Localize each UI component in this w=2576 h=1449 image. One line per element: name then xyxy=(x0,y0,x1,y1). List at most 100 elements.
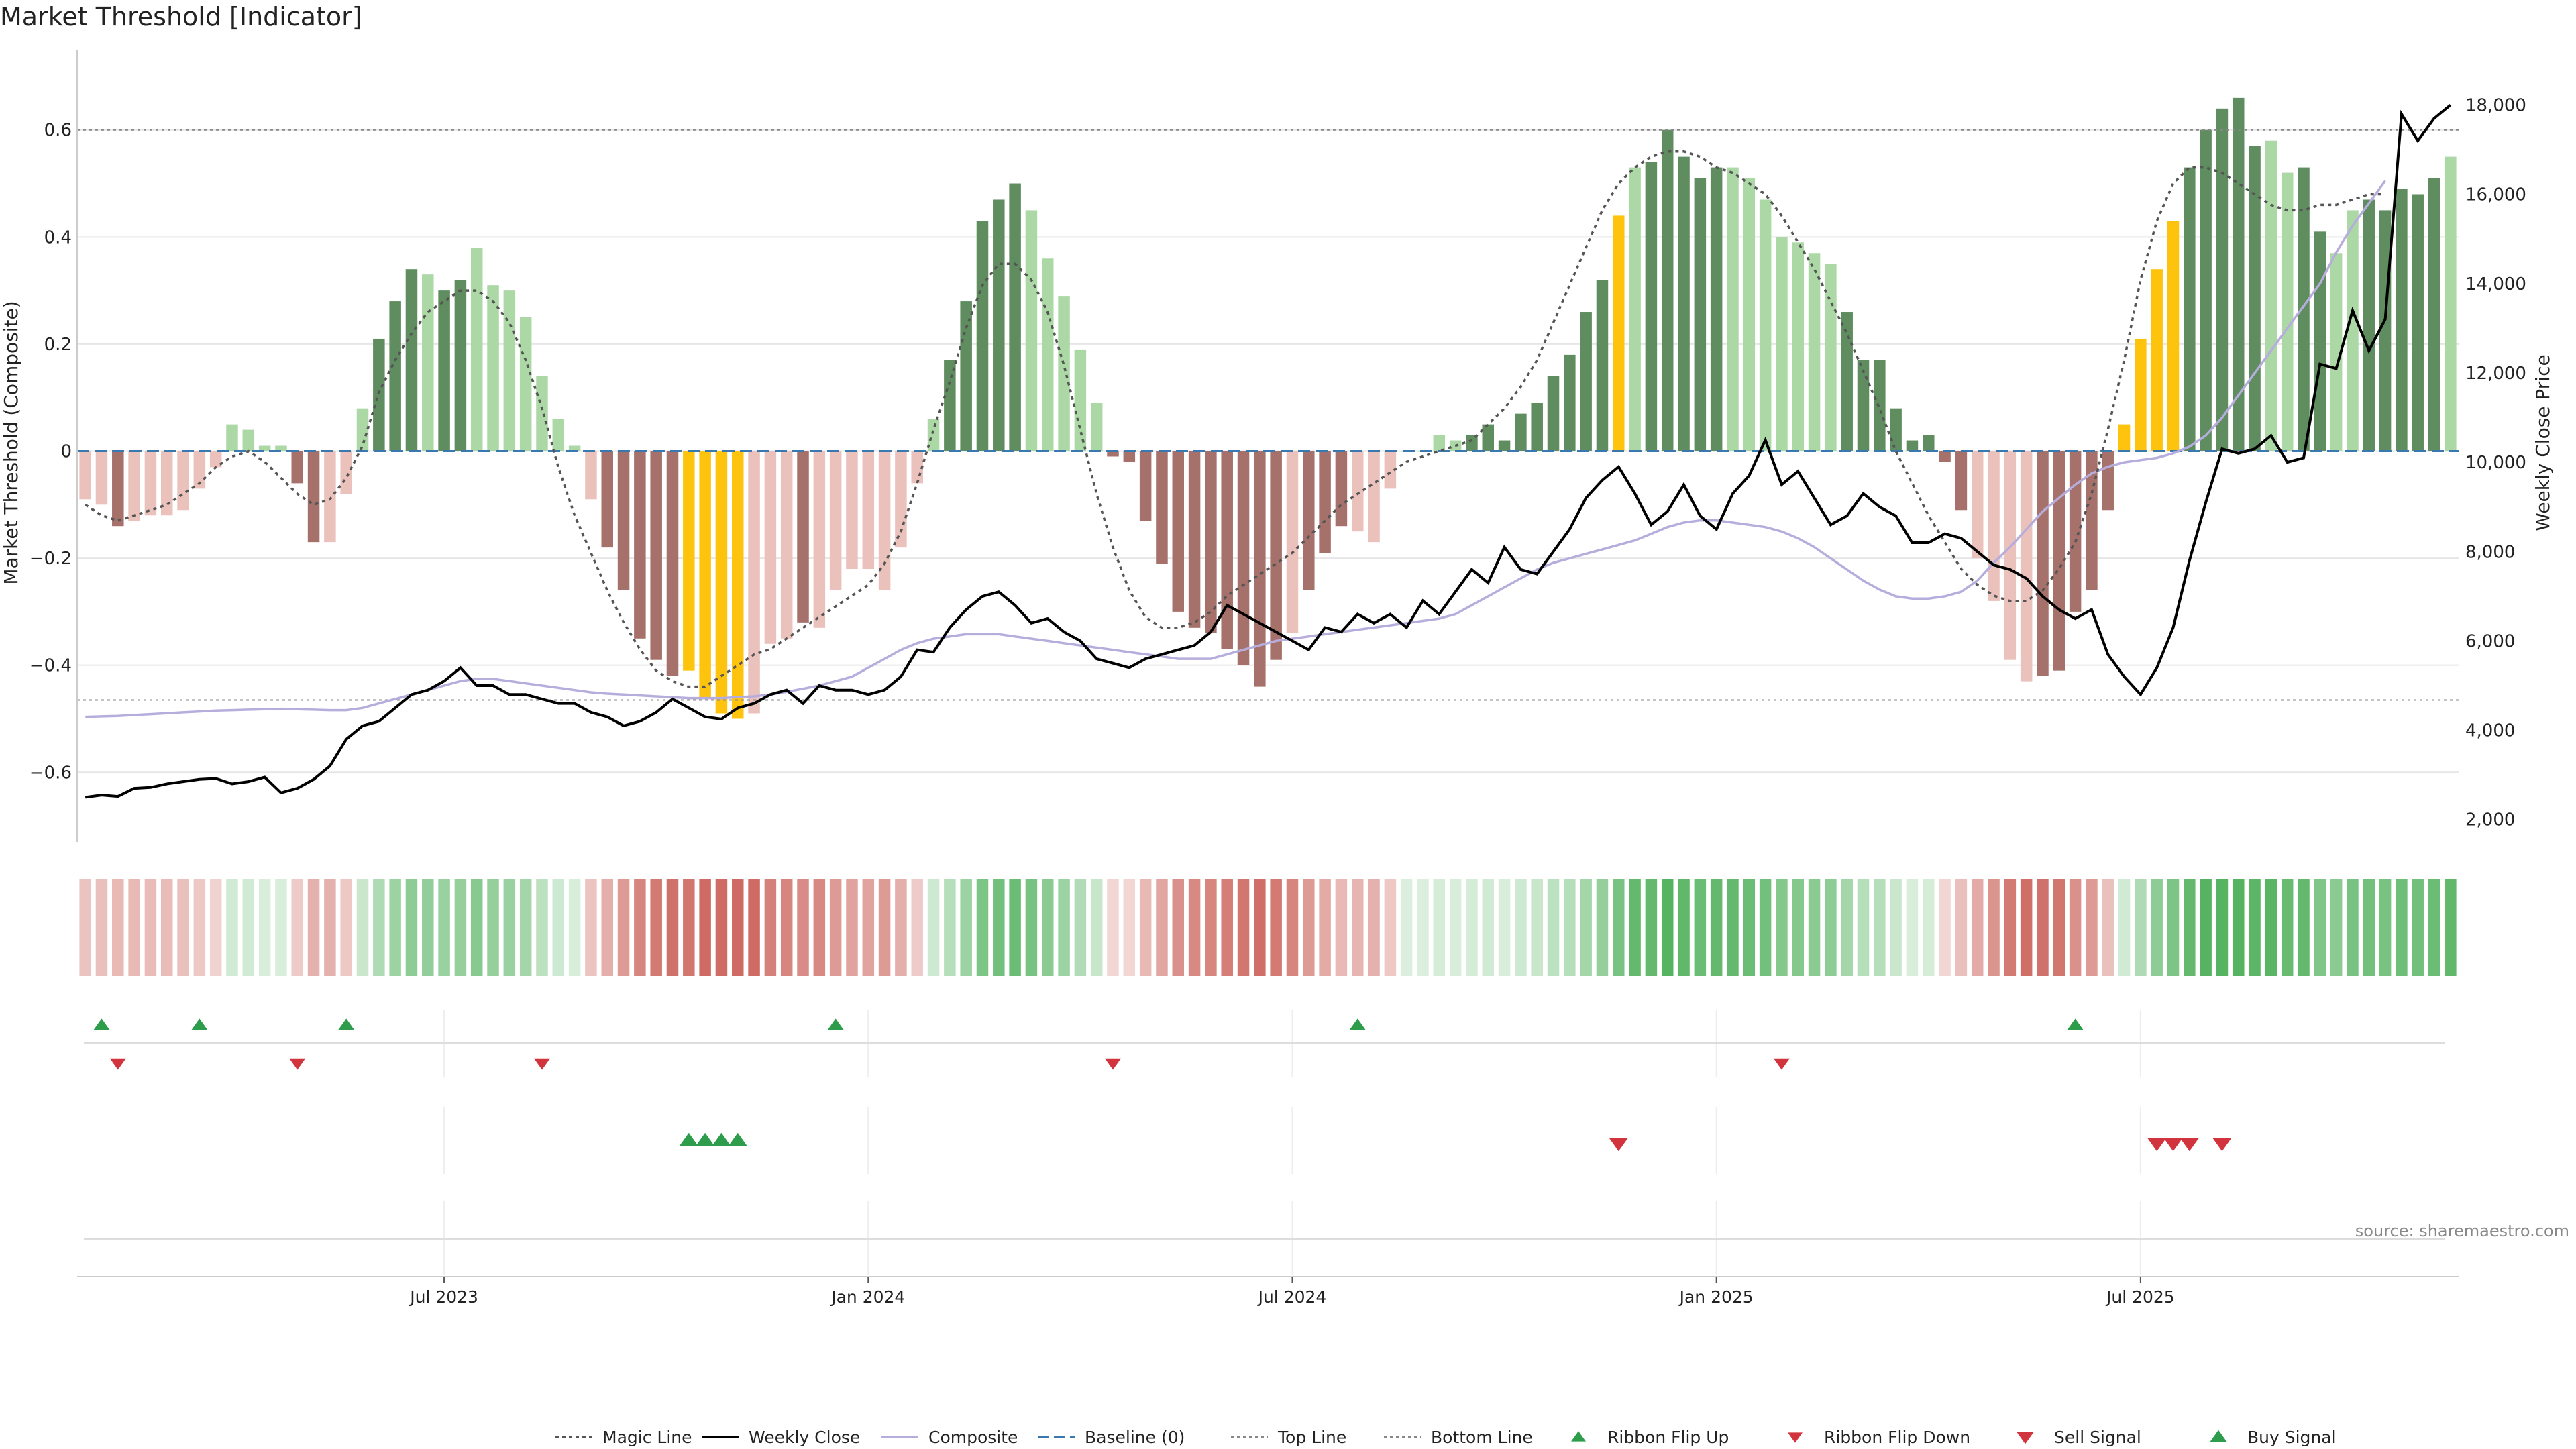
ribbon-cell xyxy=(617,879,630,976)
buy-signal-marker xyxy=(679,1132,698,1146)
composite-bar xyxy=(715,451,728,714)
ribbon-cell xyxy=(1335,879,1348,976)
x-tick-label: Jan 2024 xyxy=(830,1287,905,1307)
composite-bar xyxy=(79,451,91,500)
composite-bar xyxy=(177,451,189,511)
composite-bar xyxy=(862,451,875,570)
composite-bar xyxy=(1139,451,1152,521)
y2-tick-label: 4,000 xyxy=(2465,721,2515,741)
ribbon-cell xyxy=(878,879,891,976)
composite-bar xyxy=(1564,354,1576,451)
legend-swatch-marker xyxy=(1571,1431,1586,1442)
ribbon-cell xyxy=(585,879,597,976)
ribbon-cell xyxy=(1613,879,1625,976)
ribbon-cell xyxy=(470,879,483,976)
composite-bar xyxy=(340,451,352,494)
composite-bar xyxy=(275,445,287,451)
sell-signal-marker xyxy=(2163,1138,2183,1152)
composite-bar xyxy=(2232,97,2245,451)
sell-signal-marker xyxy=(2180,1138,2199,1152)
composite-bar xyxy=(2298,167,2310,451)
ribbon-cell xyxy=(1531,879,1543,976)
composite-bar xyxy=(1596,280,1609,451)
composite-bar xyxy=(960,301,972,451)
composite-bar xyxy=(650,451,662,660)
composite-bar xyxy=(1221,451,1233,649)
ribbon-cell xyxy=(2135,879,2147,976)
composite-bar xyxy=(1254,451,1266,687)
legend-item: Weekly Close xyxy=(702,1428,860,1447)
composite-bar xyxy=(1776,237,1788,451)
ribbon-cell xyxy=(829,879,842,976)
ribbon xyxy=(79,879,2457,976)
legend-item: Ribbon Flip Up xyxy=(1571,1428,1729,1447)
composite-bar xyxy=(2069,451,2082,612)
composite-bar xyxy=(1172,451,1185,612)
composite-bar xyxy=(503,290,516,451)
composite-bar xyxy=(1090,402,1103,451)
composite-bar xyxy=(927,419,940,451)
ribbon-cell xyxy=(1645,879,1658,976)
ribbon-cell xyxy=(780,879,793,976)
legend-item: Ribbon Flip Down xyxy=(1788,1428,1970,1447)
ribbon-cell xyxy=(422,879,434,976)
composite-bar xyxy=(2396,189,2408,451)
y2-tick-label: 10,000 xyxy=(2465,453,2526,473)
y2-tick-label: 2,000 xyxy=(2465,810,2515,830)
ribbon-cell xyxy=(993,879,1005,976)
ribbon-cell xyxy=(340,879,352,976)
composite-bar xyxy=(2347,210,2359,451)
legend-item: Top Line xyxy=(1231,1428,1346,1447)
buy-signal-marker xyxy=(696,1132,715,1146)
composite-bar xyxy=(1515,413,1527,451)
legend-swatch-marker xyxy=(2210,1430,2227,1442)
composite-bar xyxy=(2445,156,2457,451)
legend-swatch-marker xyxy=(1788,1432,1803,1443)
composite-bar xyxy=(160,451,173,516)
ribbon-cell xyxy=(634,879,646,976)
composite-bar xyxy=(2363,199,2375,451)
x-tick-label: Jul 2023 xyxy=(409,1287,478,1307)
sell-signal-marker xyxy=(2147,1138,2167,1152)
ribbon-cell xyxy=(1107,879,1119,976)
ribbon-cell xyxy=(2232,879,2245,976)
composite-bar xyxy=(1547,376,1560,451)
ribbon-cell xyxy=(2069,879,2082,976)
composite-bar xyxy=(2265,140,2277,451)
ribbon-cell xyxy=(454,879,467,976)
ribbon-flip-down-marker xyxy=(534,1058,550,1070)
composite-bar xyxy=(748,451,760,714)
ribbon-cell xyxy=(2037,879,2049,976)
composite-bar xyxy=(226,424,238,451)
composite-bar xyxy=(1678,156,1690,451)
ribbon-cell xyxy=(1303,879,1315,976)
composite-bar xyxy=(993,199,1005,451)
ribbon-cell xyxy=(193,879,206,976)
composite-bars xyxy=(79,97,2457,719)
weekly-close-line xyxy=(85,104,2452,799)
composite-bar xyxy=(95,451,108,505)
chart-title: Market Threshold [Indicator] xyxy=(0,2,362,32)
composite-bar xyxy=(356,408,369,451)
ribbon-flip-down-marker xyxy=(1773,1058,1790,1070)
composite-bar xyxy=(1384,451,1397,489)
ribbon-cell xyxy=(2004,879,2017,976)
ribbon-cell xyxy=(1156,879,1168,976)
ribbon-cell xyxy=(2118,879,2131,976)
composite-bar xyxy=(2151,269,2163,451)
ribbon-cell xyxy=(1368,879,1380,976)
legend-item: Composite xyxy=(881,1428,1018,1447)
ribbon-cell xyxy=(715,879,728,976)
ribbon-cell xyxy=(552,879,565,976)
composite-bar xyxy=(112,451,124,527)
ribbon-cell xyxy=(1449,879,1462,976)
ribbon-cell xyxy=(1286,879,1299,976)
legend-item: Magic Line xyxy=(555,1428,692,1447)
ribbon-cell xyxy=(536,879,548,976)
composite-bar xyxy=(699,451,711,698)
ribbon-cell xyxy=(1041,879,1054,976)
composite-bar xyxy=(1857,360,1870,451)
ribbon-cell xyxy=(209,879,222,976)
ribbon-cell xyxy=(2379,879,2392,976)
ribbon-cell xyxy=(503,879,516,976)
